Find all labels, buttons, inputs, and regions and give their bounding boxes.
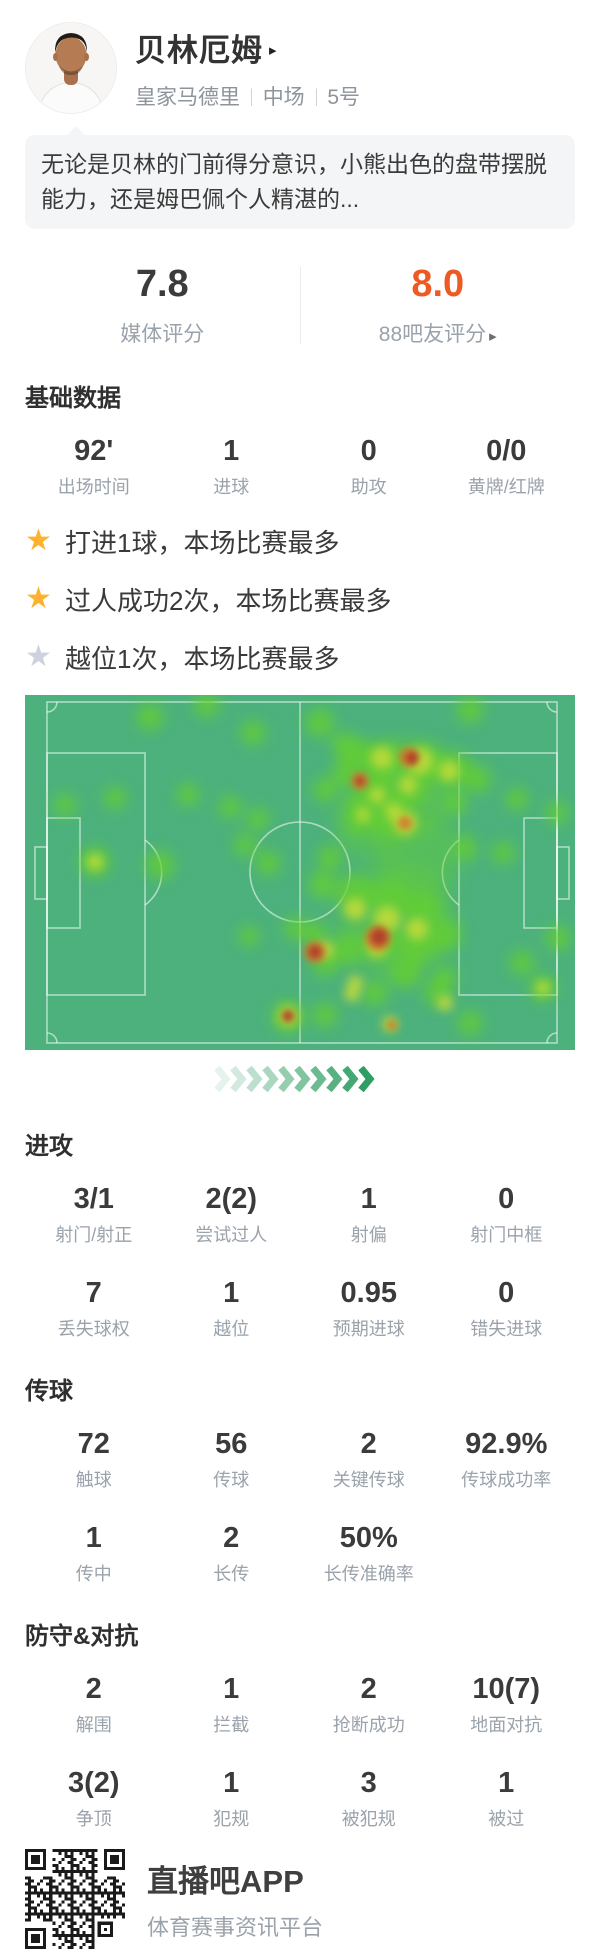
stat-passes: 56 传球 (213, 1428, 250, 1490)
football-pitch (25, 695, 575, 1050)
chevron-arrows-icon (214, 1066, 375, 1092)
basic-stats-grid: 92' 出场时间 1 进球 0 助攻 0/0 黄牌/红牌 (25, 435, 575, 499)
fans-rating[interactable]: 8.0 88吧友评分 ▸ (301, 263, 576, 348)
meta-separator: | (249, 85, 253, 106)
passing-stats-grid: 72 触球 56 传球 2 关键传球 92.9% 传球成功率 1 传中 2 长传 50% 长传… (25, 1428, 575, 1586)
stat-crosses: 1 传中 (75, 1522, 112, 1584)
stat-dribbles-attempted: 2(2) 尝试过人 (195, 1183, 268, 1245)
team-name: 皇家马德里 (135, 86, 240, 109)
footer-text: 直播吧APP 体育赛事资讯平台 (147, 1856, 323, 1942)
player-avatar[interactable] (25, 22, 117, 114)
app-name: 直播吧APP (147, 1864, 304, 1899)
stat-shots-woodwork: 0 射门中框 (470, 1183, 543, 1245)
section-title-attack: 进攻 (25, 1133, 73, 1160)
section-title-basic: 基础数据 (25, 385, 121, 412)
stat-minutes-played: 92' 出场时间 (57, 435, 130, 497)
stat-shots: 3/1 射门/射正 (55, 1183, 133, 1245)
stat-tackles-won: 2 抢断成功 (332, 1673, 405, 1735)
expand-arrow-icon: ▸ (269, 41, 277, 59)
stat-aerial-duels: 3(2) 争顶 (67, 1767, 120, 1829)
star-icon: ★ (25, 524, 52, 557)
meta-separator: | (314, 85, 318, 106)
heatmap-hot-layer (282, 747, 419, 1030)
ratings-divider (299, 267, 301, 344)
stat-clearances: 2 解围 (75, 1673, 112, 1735)
chevron-divider (25, 1066, 575, 1092)
match-highlights: ★ 打进1球，本场比赛最多 ★ 过人成功2次，本场比赛最多 ★ 越位1次，本场比… (25, 521, 575, 677)
stat-offsides: 1 越位 (213, 1277, 250, 1339)
stat-assists: 0 助攻 (350, 435, 387, 497)
match-summary-card[interactable]: 无论是贝林的门前得分意识，小熊出色的盘带摆脱能力，还是姆巴佩个人精湛的... (25, 126, 575, 229)
stat-pass-accuracy: 92.9% 传球成功率 (461, 1428, 552, 1490)
stat-cards: 0/0 黄牌/红牌 (467, 435, 545, 497)
player-name-row[interactable]: 贝林厄姆 ▸ (135, 25, 360, 70)
stat-big-chances-missed: 0 错失进球 (470, 1277, 543, 1339)
fans-rating-value: 8.0 (411, 263, 465, 305)
stat-expected-goals: 0.95 预期进球 (332, 1277, 405, 1339)
stat-interceptions: 1 拦截 (213, 1673, 250, 1735)
highlight-goal: ★ 打进1球，本场比赛最多 (25, 524, 340, 558)
attack-stats-grid: 3/1 射门/射正 2(2) 尝试过人 1 射偏 0 射门中框 7 丢失球权 1 越位 0.… (25, 1183, 575, 1341)
player-match-stats-page: 贝林厄姆 ▸ 皇家马德里 | 中场 | 5号 无论是贝林的门前得分意识，小熊出色… (0, 20, 600, 1949)
stat-shots-off-target: 1 射偏 (350, 1183, 387, 1245)
stat-long-balls: 2 长传 (213, 1522, 250, 1584)
shirt-number: 5号 (327, 86, 361, 109)
player-heatmap (25, 695, 575, 1050)
stat-empty (438, 1522, 576, 1586)
media-rating: 7.8 媒体评分 (25, 263, 300, 348)
summary-bubble-tail (66, 126, 86, 146)
section-title-defense: 防守&对抗 (25, 1623, 139, 1650)
media-rating-value: 7.8 (135, 263, 189, 305)
ratings-row: 7.8 媒体评分 8.0 88吧友评分 ▸ (25, 263, 575, 348)
media-rating-label: 媒体评分 (120, 323, 205, 346)
star-icon: ★ (25, 582, 52, 615)
stat-long-ball-accuracy: 50% 长传准确率 (323, 1522, 414, 1584)
player-meta: 皇家马德里 | 中场 | 5号 (135, 81, 360, 111)
stat-touches: 72 触球 (75, 1428, 112, 1490)
player-position: 中场 (262, 86, 305, 109)
highlight-offside: ★ 越位1次，本场比赛最多 (25, 640, 340, 674)
stat-fouls: 1 犯规 (213, 1767, 250, 1829)
fans-rating-label: 88吧友评分 ▸ (378, 323, 497, 346)
stat-goals: 1 进球 (213, 435, 250, 497)
app-tagline: 体育赛事资讯平台 (147, 1915, 324, 1940)
stat-ground-duels: 10(7) 地面对抗 (470, 1673, 543, 1735)
defense-stats-grid: 2 解围 1 拦截 2 抢断成功 10(7) 地面对抗 3(2) 争顶 1 犯规 3 被犯规 … (25, 1673, 575, 1831)
stat-possession-lost: 7 丢失球权 (57, 1277, 130, 1339)
stat-dribbled-past: 1 被过 (488, 1767, 525, 1829)
section-title-passing: 传球 (25, 1378, 73, 1405)
fans-rating-arrow-icon: ▸ (489, 328, 497, 345)
heatmap-yellow-layer (87, 747, 550, 1032)
star-icon: ★ (25, 640, 52, 673)
player-photo (26, 23, 116, 113)
stat-key-passes: 2 关键传球 (332, 1428, 405, 1490)
player-header: 贝林厄姆 ▸ 皇家马德里 | 中场 | 5号 (25, 20, 575, 116)
app-footer: 直播吧APP 体育赛事资讯平台 (25, 1849, 575, 1949)
player-info: 贝林厄姆 ▸ 皇家马德里 | 中场 | 5号 (135, 25, 360, 111)
summary-text: 无论是贝林的门前得分意识，小熊出色的盘带摆脱能力，还是姆巴佩个人精湛的... (41, 151, 547, 212)
qr-code (25, 1849, 125, 1949)
highlight-dribbles: ★ 过人成功2次，本场比赛最多 (25, 582, 392, 616)
stat-was-fouled: 3 被犯规 (341, 1767, 396, 1829)
player-name: 贝林厄姆 (135, 33, 263, 68)
